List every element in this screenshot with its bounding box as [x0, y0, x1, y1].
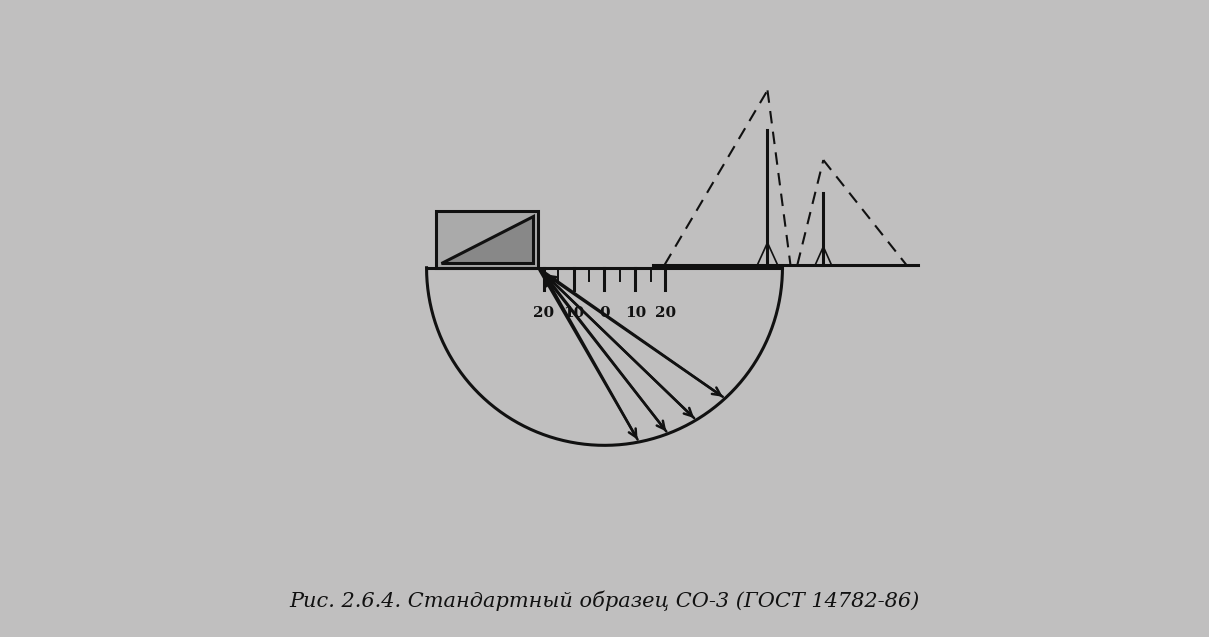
Bar — [435, 211, 538, 268]
Text: 20: 20 — [533, 306, 554, 320]
Text: 10: 10 — [563, 306, 584, 320]
Text: 20: 20 — [655, 306, 676, 320]
Text: Рис. 2.6.4. Стандартный образец СО-3 (ГОСТ 14782-86): Рис. 2.6.4. Стандартный образец СО-3 (ГО… — [289, 590, 920, 611]
Polygon shape — [440, 216, 533, 263]
Text: 10: 10 — [625, 306, 646, 320]
Text: 0: 0 — [600, 306, 609, 320]
